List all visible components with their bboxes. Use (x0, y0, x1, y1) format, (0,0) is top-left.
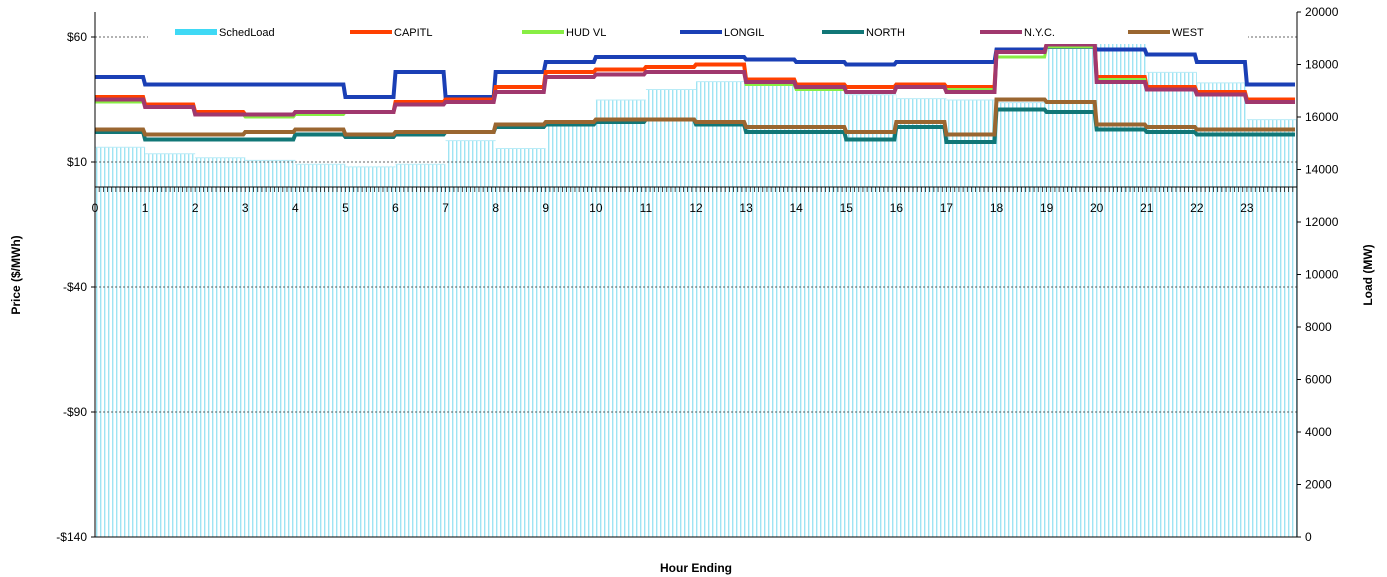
x-tick-label: 23 (1240, 201, 1254, 215)
y-right-tick-label: 4000 (1305, 425, 1332, 439)
x-tick-label: 15 (840, 201, 854, 215)
y-right-tick-label: 12000 (1305, 215, 1339, 229)
price-lines (95, 42, 1295, 144)
x-tick-label: 19 (1040, 201, 1054, 215)
x-tick-label: 11 (640, 201, 653, 215)
load-bar (145, 153, 196, 537)
series-line-n-y-c- (95, 42, 1295, 117)
y-left-tick-label: -$140 (56, 530, 87, 544)
x-tick-label: 21 (1140, 201, 1154, 215)
y-left-tick-label: $60 (67, 30, 87, 44)
x-tick-label: 1 (142, 201, 149, 215)
x-tick-label: 2 (192, 201, 199, 215)
load-bar (696, 81, 747, 537)
load-bar (746, 80, 797, 537)
legend: SchedLoad CAPITL HUD VL LONGIL NORTH N.Y.C. WE… (148, 20, 1248, 44)
load-bar (95, 147, 146, 537)
load-bar (295, 164, 346, 537)
load-bar (345, 166, 396, 537)
load-bar (645, 89, 696, 537)
legend-label: CAPITL (394, 27, 433, 39)
load-bar (796, 88, 847, 537)
y-right-tick-label: 2000 (1305, 478, 1332, 492)
legend-label: LONGIL (724, 27, 764, 39)
y-left-tick-label: $10 (67, 155, 87, 169)
y-right-tick-label: 8000 (1305, 320, 1332, 334)
y-right-tick-label: 14000 (1305, 163, 1339, 177)
x-tick-label: 6 (392, 201, 399, 215)
load-bar (245, 160, 296, 537)
x-tick-label: 20 (1090, 201, 1104, 215)
load-bar (896, 98, 947, 537)
legend-label: SchedLoad (219, 27, 275, 39)
x-tick-label: 7 (442, 201, 449, 215)
y-axis-left-title: Price ($/MWh) (9, 235, 23, 314)
x-tick-label: 16 (890, 201, 904, 215)
x-tick-label: 5 (342, 201, 349, 215)
x-axis-title: Hour Ending (660, 561, 732, 575)
legend-label: WEST (1172, 27, 1204, 39)
load-bar (1246, 119, 1297, 537)
x-tick-label: 10 (589, 201, 603, 215)
x-tick-label: 0 (92, 201, 99, 215)
load-bar (545, 124, 596, 537)
load-bar (996, 102, 1047, 537)
y-right-tick-label: 0 (1305, 530, 1312, 544)
legend-label: NORTH (866, 27, 905, 39)
x-tick-label: 14 (789, 201, 803, 215)
legend-label: N.Y.C. (1024, 27, 1055, 39)
x-tick-label: 12 (689, 201, 703, 215)
load-bar (595, 99, 646, 537)
load-bar (445, 140, 496, 537)
load-bar (1146, 72, 1197, 537)
x-tick-label: 13 (739, 201, 753, 215)
x-tick-label: 8 (492, 201, 499, 215)
load-bar (946, 99, 997, 537)
x-tick-label: 3 (242, 201, 249, 215)
y-left-tick-label: -$40 (63, 280, 87, 294)
y-right-tick-label: 6000 (1305, 373, 1332, 387)
y-left-tick-label: -$90 (63, 405, 87, 419)
y-axis-right-title: Load (MW) (1361, 244, 1375, 305)
y-right-tick-label: 10000 (1305, 268, 1339, 282)
load-bar (195, 157, 246, 537)
series-line-west (95, 97, 1295, 137)
y-right-tick-label: 18000 (1305, 58, 1339, 72)
x-tick-label: 9 (542, 201, 549, 215)
x-tick-label: 18 (990, 201, 1004, 215)
load-bar (495, 148, 546, 537)
load-bar (395, 164, 446, 537)
load-bar (1196, 82, 1247, 537)
load-bar (1046, 47, 1097, 537)
y-right-tick-label: 16000 (1305, 110, 1339, 124)
load-bar (1096, 40, 1147, 537)
y-right-tick-label: 20000 (1305, 5, 1339, 19)
axes: 0 1 2 3 4 5 6 7 8 9 10 11 12 13 14 15 16 17 18 19 20 21 22 23$6… (56, 5, 1338, 544)
x-tick-label: 22 (1190, 201, 1204, 215)
load-bar (846, 94, 897, 537)
x-tick-label: 17 (940, 201, 954, 215)
legend-label: HUD VL (566, 27, 606, 39)
x-tick-label: 4 (292, 201, 299, 215)
